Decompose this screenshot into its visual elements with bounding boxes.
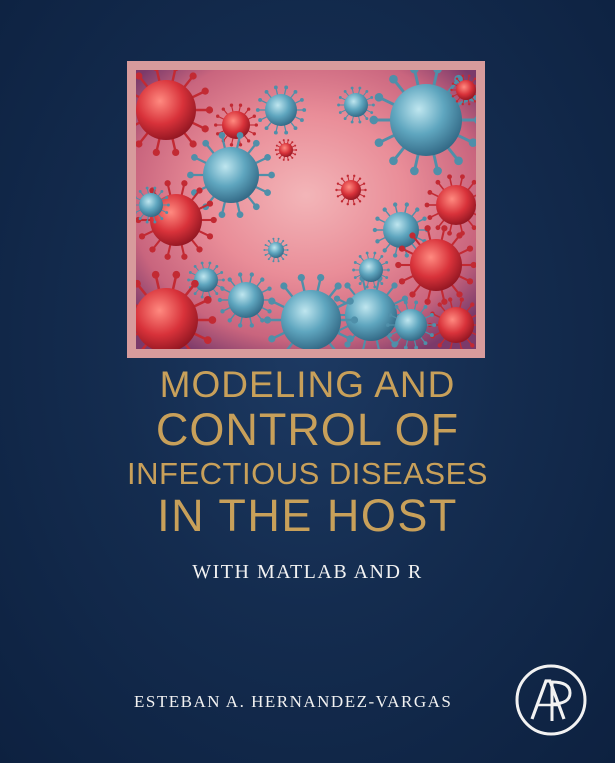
cover-illustration-frame (127, 61, 485, 358)
book-title: MODELING AND CONTROL OF INFECTIOUS DISEA… (0, 366, 615, 538)
title-line-4: IN THE HOST (157, 490, 458, 541)
publisher-ap-logo-icon (514, 663, 588, 737)
virus-illustration (136, 70, 476, 349)
title-line-3: INFECTIOUS DISEASES (127, 456, 488, 491)
title-line-1: MODELING AND (159, 364, 456, 405)
title-line-2: CONTROL OF (155, 404, 460, 455)
virus-illustration-icon (136, 70, 476, 349)
author-name: ESTEBAN A. HERNANDEZ-VARGAS (134, 692, 453, 711)
book-subtitle: WITH MATLAB AND R (192, 561, 423, 583)
